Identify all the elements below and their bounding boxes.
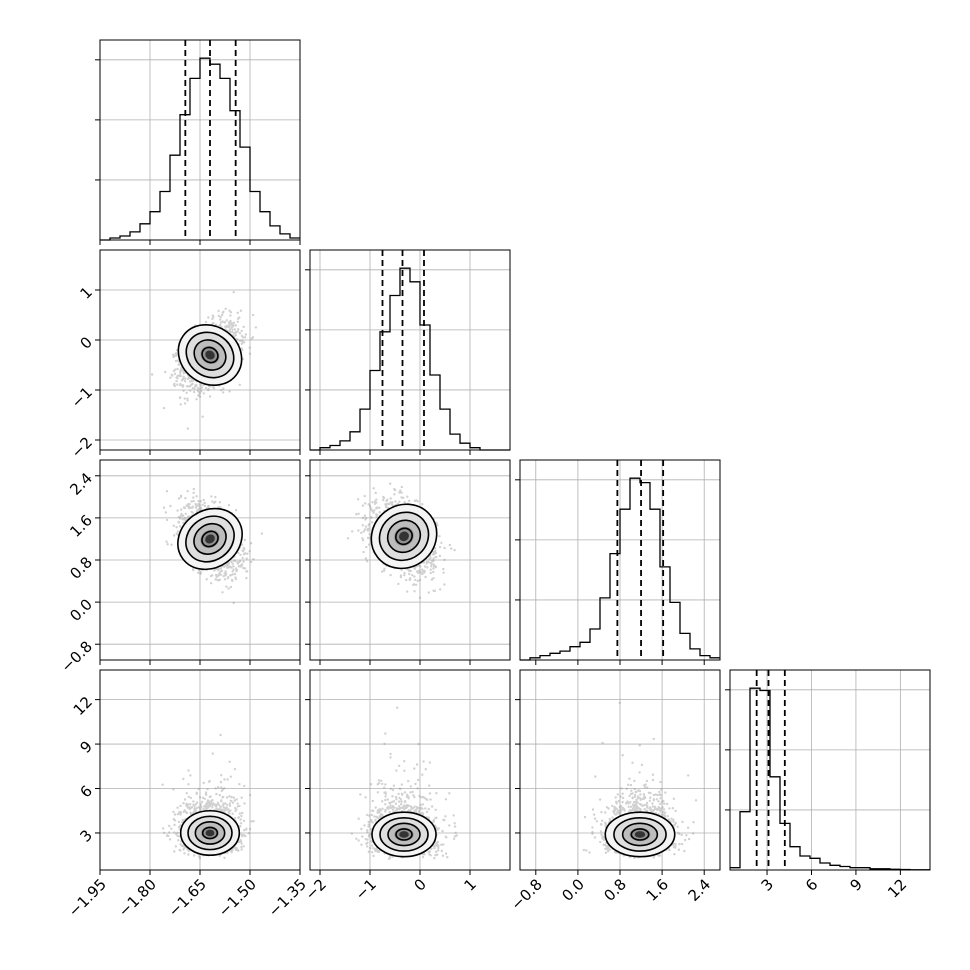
y-tick-label: 6 (77, 782, 96, 801)
panel-frame (729, 669, 931, 871)
contour-line (177, 507, 243, 571)
x-tick-label: 2.4 (685, 875, 715, 905)
panel-frame (309, 249, 511, 451)
y-tick-label: −0.8 (58, 637, 96, 675)
density-layer (350, 706, 459, 860)
density-level (399, 831, 409, 838)
y-tick-label: 1.6 (66, 511, 96, 541)
x-tick-label: −1.80 (115, 875, 160, 920)
x-tick-label: 0.0 (558, 875, 588, 905)
density-level (205, 350, 215, 360)
x-tick-label: 3 (758, 875, 777, 894)
x-tick-label: 0 (411, 875, 430, 894)
contour-line (386, 519, 422, 554)
x-tick-label: 0.8 (600, 875, 630, 905)
x-tick-label: −0.8 (507, 875, 545, 913)
panel-frame (99, 39, 301, 241)
x-tick-label: −2 (302, 875, 330, 903)
contour-line (193, 339, 227, 371)
contour-line (193, 522, 227, 555)
density-layer (162, 487, 264, 605)
contour-line (395, 828, 413, 841)
density-level (205, 829, 215, 837)
y-tick-label: 0.8 (66, 553, 96, 583)
contour-line (179, 809, 241, 856)
contour-line (371, 811, 437, 858)
panel-frame (309, 669, 511, 871)
hist-panel-3 (725, 669, 931, 875)
hist-panel-2 (515, 459, 721, 665)
contour-line (185, 331, 235, 379)
hist-step-line (520, 477, 720, 661)
hist-step-line (730, 687, 930, 871)
hist-step-line (310, 267, 510, 451)
x-tick-label: 12 (884, 875, 910, 901)
panel-frame (99, 249, 301, 451)
y-tick-label: −1 (68, 383, 96, 411)
density-layer (150, 291, 258, 430)
hist-step-line (100, 57, 300, 241)
contour-line (395, 527, 413, 546)
density-level (634, 831, 646, 838)
y-tick-label: 0.0 (66, 595, 96, 625)
contour-line (630, 828, 650, 841)
panel-frame (99, 459, 301, 661)
hist-panel-0 (95, 39, 301, 245)
contour-line (185, 515, 235, 563)
y-tick-label: 12 (70, 693, 96, 719)
panel-frame (519, 459, 721, 661)
y-tick-label: −2 (68, 433, 96, 461)
x-tick-label: −1.65 (165, 875, 210, 920)
x-tick-label: 9 (846, 875, 865, 894)
density-layer (161, 733, 255, 860)
y-tick-label: 9 (77, 737, 96, 756)
x-tick-label: −1.50 (215, 875, 260, 920)
panel-frame (99, 669, 301, 871)
contour-line (387, 822, 421, 847)
density-level (399, 531, 409, 542)
contour-line (201, 346, 219, 364)
pair-panel-0-2 (95, 459, 301, 665)
x-tick-label: −1 (352, 875, 380, 903)
contour-line (201, 530, 219, 548)
y-tick-label: 1 (77, 283, 96, 302)
panel-frame (309, 459, 511, 661)
contour-line (187, 815, 233, 851)
density-layer (346, 482, 456, 599)
x-tick-label: 6 (802, 875, 821, 894)
pair-panel-2-3 (515, 669, 721, 875)
density-level (205, 534, 215, 544)
y-tick-label: 2.4 (66, 469, 96, 499)
contour-line (201, 826, 219, 840)
contour-line (378, 511, 430, 562)
y-tick-label: 3 (77, 826, 96, 845)
contour-line (604, 811, 676, 858)
x-tick-label: 1.6 (643, 875, 673, 905)
x-tick-label: 1 (461, 875, 480, 894)
pair-panel-1-2 (305, 459, 511, 665)
x-tick-label: −1.95 (65, 875, 110, 920)
pair-panel-0-3 (95, 669, 301, 875)
contour-line (370, 503, 438, 570)
density-layer (582, 701, 698, 860)
panel-frame (519, 669, 721, 871)
pair-panel-1-3 (305, 669, 511, 875)
pair-panel-0-1 (95, 249, 301, 455)
hist-panel-1 (305, 249, 511, 455)
contour-line (613, 816, 667, 852)
contour-line (379, 816, 429, 852)
contour-line (621, 822, 659, 847)
contour-line (194, 821, 226, 845)
y-tick-label: 0 (77, 333, 96, 352)
contour-line (177, 324, 243, 386)
x-tick-label: −1.35 (265, 875, 310, 920)
